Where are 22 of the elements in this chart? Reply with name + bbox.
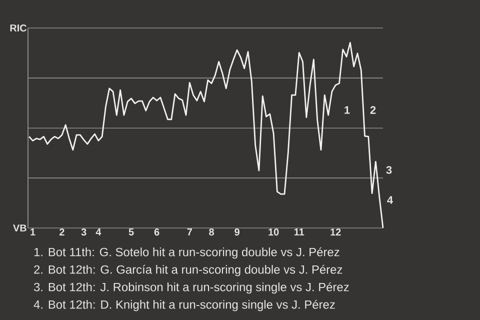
x-tick-label: 12	[330, 228, 341, 236]
text: 1. Bot 11th: G. Sotelo hit a run-scoring double vs J. Pérez	[34, 247, 340, 259]
x-tick-label: 7	[187, 228, 192, 236]
x-tick-label: 9	[234, 228, 240, 236]
x-tick-label: 11	[294, 228, 304, 236]
x-tick-label: 4	[96, 228, 102, 236]
text: 3	[386, 166, 392, 174]
x-tick-label: 5	[128, 228, 134, 236]
annotation: 1	[344, 106, 350, 114]
annotation: 2	[370, 106, 376, 114]
text: 2. Bot 12th: G. García hit a run-scoring double vs J. Pérez	[34, 264, 342, 276]
ref-line-label: RIC	[10, 24, 27, 32]
x-tick-label: 2	[60, 228, 64, 236]
text: 4	[387, 196, 393, 204]
x-tick-label: 6	[154, 228, 160, 236]
text: 3. Bot 12th: J. Robinson hit a run-scoring single vs J. Pérez	[34, 282, 349, 294]
ref-line-label: VB	[13, 224, 26, 232]
text: 4. Bot 12th: D. Knight hit a run-scoring single vs J. Pérez	[34, 300, 335, 312]
x-tick-label: 8	[209, 228, 214, 236]
x-tick-label: 1	[30, 228, 36, 236]
x-tick-label: 3	[81, 228, 86, 236]
x-tick-label: 10	[268, 228, 279, 236]
